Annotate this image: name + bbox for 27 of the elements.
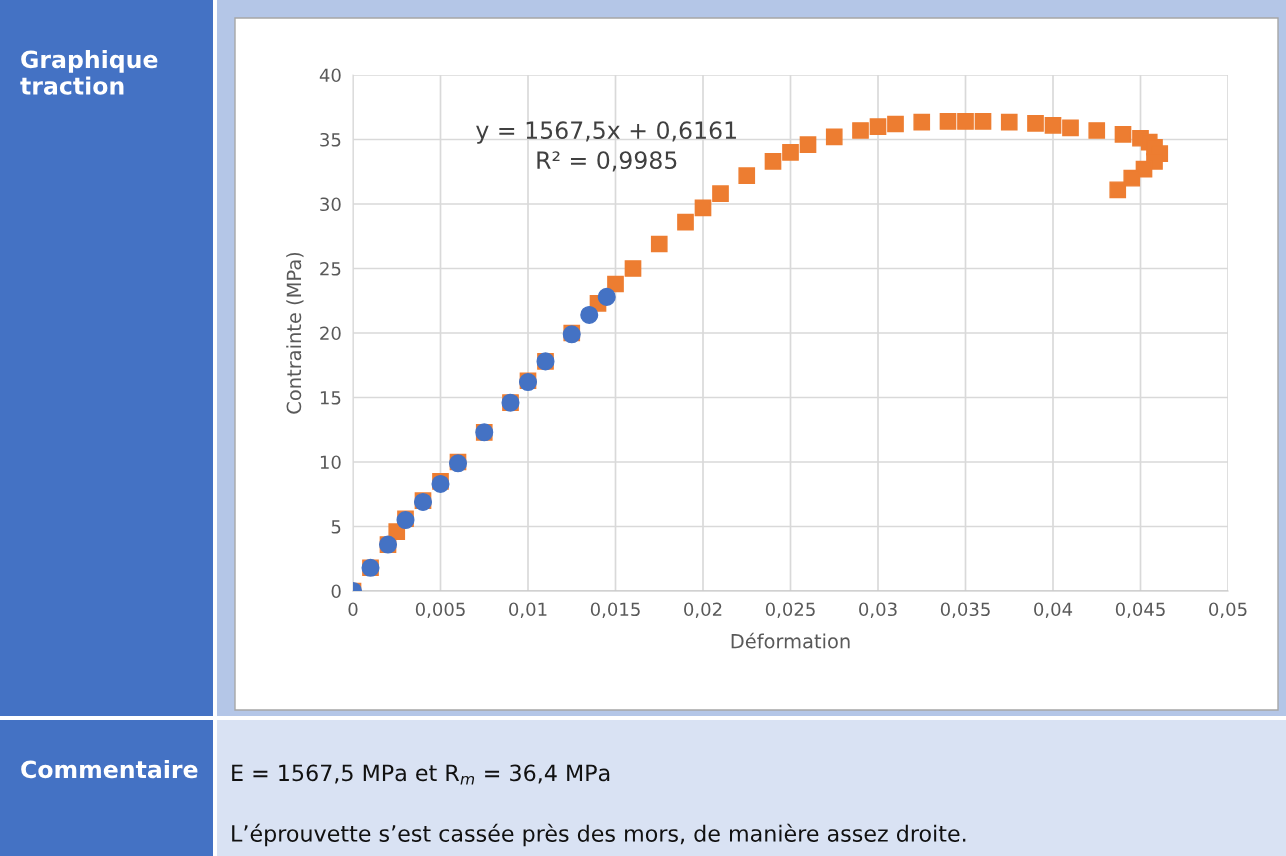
- y-tick-label: 35: [320, 132, 341, 147]
- x-tick-label: 0,05: [1209, 602, 1247, 618]
- x-axis-title: Déformation: [731, 632, 850, 649]
- text: Graphique traction: [20, 50, 158, 95]
- y-tick-label: 5: [331, 520, 341, 534]
- y-tick-label: 10: [320, 455, 341, 470]
- y-tick-label: 40: [319, 68, 341, 83]
- x-tick-label: 0,035: [940, 602, 990, 618]
- x-tick-label: 0,045: [1115, 602, 1165, 618]
- text: E = 1567,5 MPa et R$_{m}$ = 36,4 MPa: [232, 764, 610, 785]
- text: Commentaire: [21, 760, 198, 779]
- x-tick-label: 0,005: [415, 602, 465, 618]
- text: L’éprouvette s’est cassée près des mors, de manière assez droite.: [232, 823, 966, 847]
- x-tick-label: 0,03: [859, 602, 897, 618]
- y-tick-label: 15: [320, 391, 341, 405]
- x-tick-label: 0,02: [684, 602, 722, 618]
- y-tick-label: 25: [320, 261, 341, 276]
- x-tick-label: 0,01: [509, 602, 547, 618]
- annotation: y = 1567,5x + 0,6161 R² = 0,9985: [476, 121, 736, 172]
- y-tick-label: 30: [320, 197, 341, 212]
- x-tick-label: 0,04: [1034, 602, 1073, 618]
- x-tick-label: 0,025: [765, 602, 815, 618]
- y-axis-title: Contrainte (MPa): [286, 252, 304, 414]
- y-tick-label: 0: [331, 584, 341, 599]
- x-tick-label: 0: [348, 602, 358, 617]
- x-tick-label: 0,015: [590, 602, 640, 618]
- y-tick-label: 20: [320, 326, 341, 341]
